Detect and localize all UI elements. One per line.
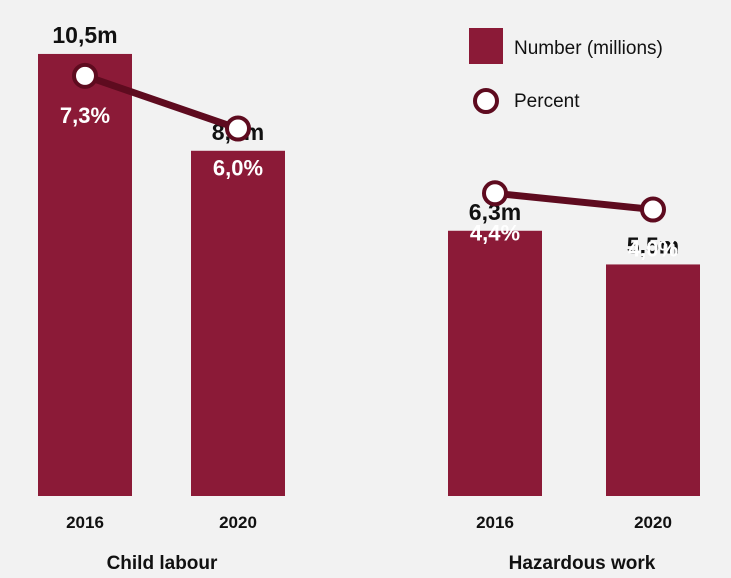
percent-marker xyxy=(640,196,666,223)
plot-area: 10,5m20168,2m20207,3%6,0%Child labour6,3… xyxy=(38,22,700,574)
category-label: 2016 xyxy=(66,513,104,532)
legend-percent-marker xyxy=(473,88,499,114)
percent-label: 6,0% xyxy=(213,156,263,181)
percent-line xyxy=(83,72,240,132)
percent-label: 4,0% xyxy=(628,237,678,262)
percent-marker xyxy=(225,115,251,142)
percent-label: 7,3% xyxy=(60,103,110,128)
percent-label: 4,4% xyxy=(470,220,520,245)
number-label: 5,5m xyxy=(627,232,679,258)
legend: Number (millions) Percent xyxy=(469,28,663,114)
number-label: 10,5m xyxy=(52,22,117,48)
bar xyxy=(38,53,132,496)
bar xyxy=(191,150,285,496)
legend-percent-label: Percent xyxy=(514,91,580,112)
percent-marker xyxy=(72,62,98,89)
legend-bar-swatch xyxy=(469,28,503,64)
category-label: 2020 xyxy=(634,513,672,532)
legend-bar-label: Number (millions) xyxy=(514,38,663,59)
bar xyxy=(606,264,700,496)
category-label: 2020 xyxy=(219,513,257,532)
percent-line xyxy=(494,189,654,213)
category-label: 2016 xyxy=(476,513,514,532)
group-label: Child labour xyxy=(107,553,218,574)
bar xyxy=(448,230,542,496)
group-label: Hazardous work xyxy=(509,553,656,574)
percent-marker xyxy=(482,180,508,207)
